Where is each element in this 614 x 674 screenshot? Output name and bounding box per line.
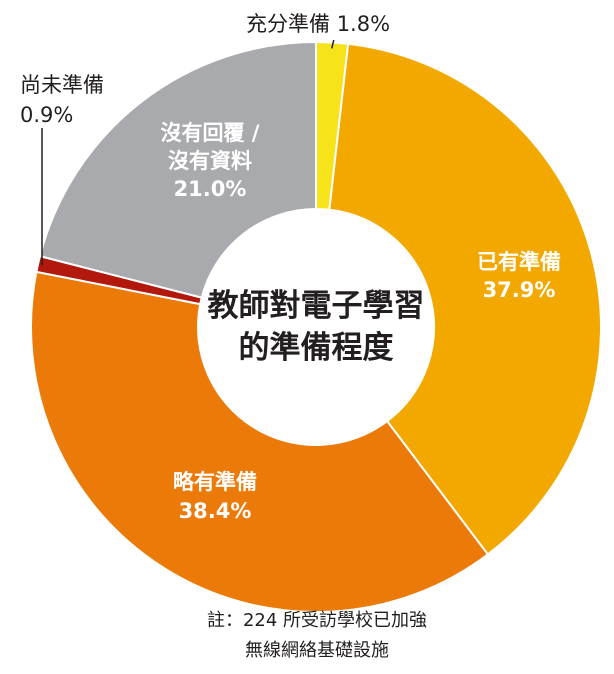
center-title-line-2: 的準備程度 [239,330,394,366]
leader-line-ready-full [331,39,335,49]
slice-label-no-reply-1: 沒有回覆 / [161,121,260,145]
footnote-line-1: 註：224 所受訪學校已加強 [207,610,427,631]
slice-label-somewhat-ready: 略有準備 [173,470,257,494]
slice-no-reply [38,40,317,299]
slice-value-not-ready: 0.9% [20,103,73,127]
slice-value-no-reply: 21.0% [174,177,247,201]
slice-label-ready-full: 充分準備 1.8% [246,12,390,36]
slice-ready [328,42,602,556]
slice-value-somewhat-ready: 38.4% [179,499,252,523]
leader-lines [41,39,335,266]
slice-label-no-reply-2: 沒有資料 [168,149,252,173]
slice-label-not-ready: 尚未準備 [20,73,104,97]
center-title-line-1: 教師對電子學習 [208,288,425,324]
slice-value-ready: 37.9% [483,278,556,302]
donut-slices [30,40,602,613]
slice-label-ready: 已有準備 [477,250,561,274]
slice-somewhat-ready [30,270,490,613]
footnote-line-2: 無線網絡基礎設施 [245,640,389,661]
